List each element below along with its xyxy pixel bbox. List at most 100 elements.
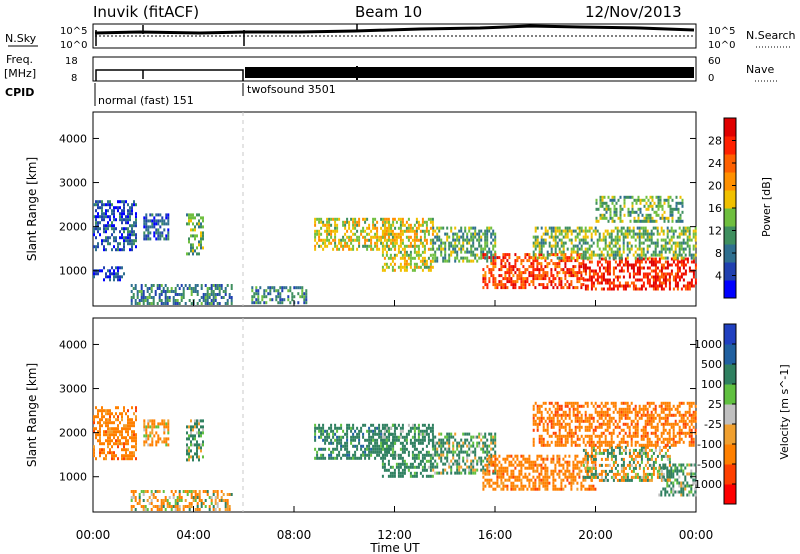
data-cell [224,293,227,296]
data-cell [401,223,404,227]
data-cell [316,217,319,221]
data-cell [340,435,343,439]
data-cell [305,301,308,305]
data-cell [318,244,321,248]
data-cell [484,484,487,488]
data-cell [460,256,463,260]
data-cell [123,203,125,207]
data-cell [674,241,677,245]
data-cell [658,448,661,452]
data-cell [490,250,493,254]
data-cell [115,266,117,270]
data-cell [336,456,339,460]
data-cell [383,238,386,242]
data-cell [161,222,164,226]
data-cell [610,287,613,291]
data-cell [580,256,583,260]
data-cell [97,421,99,425]
data-cell [544,274,547,278]
data-cell [564,226,567,230]
data-cell [618,269,621,273]
data-cell [654,266,657,270]
data-cell [346,220,349,224]
data-cell [370,435,373,439]
data-cell [610,448,613,452]
data-cell [436,441,439,445]
data-cell [364,238,367,242]
data-cell [117,439,119,443]
data-cell [574,274,577,278]
data-cell [434,465,437,469]
data-cell [651,195,654,199]
data-cell [612,448,615,452]
data-cell [658,278,661,282]
data-cell [413,465,416,469]
data-cell [664,256,667,260]
data-cell [688,472,691,476]
data-cell [650,454,653,458]
data-cell [558,271,561,275]
data-cell [192,499,195,502]
data-cell [508,274,511,278]
data-cell [578,472,581,476]
data-cell [504,277,507,281]
data-cell [208,287,211,290]
data-cell [123,424,125,428]
data-cell [628,463,631,467]
data-cell [131,224,133,228]
data-cell [694,229,697,233]
data-cell [186,437,188,441]
data-cell [464,471,467,475]
data-cell [434,453,437,457]
data-cell [113,209,115,213]
data-cell [136,293,139,296]
data-cell [692,235,695,239]
data-cell [448,462,451,466]
data-cell [652,257,655,261]
data-cell [692,275,695,279]
data-cell [316,453,319,457]
data-cell [165,443,168,447]
data-cell [119,230,121,234]
data-cell [632,466,635,470]
data-cell [534,401,537,405]
data-cell [186,287,189,290]
data-cell [644,272,647,276]
data-cell [651,219,654,223]
data-cell [163,428,166,432]
data-cell [668,229,671,233]
data-cell [540,253,543,257]
data-cell [498,466,501,470]
data-cell [133,230,135,234]
data-cell [678,244,681,248]
data-cell [498,475,501,479]
data-cell [99,439,101,443]
data-cell [558,475,561,479]
data-cell [632,284,635,288]
data-cell [381,235,384,239]
data-cell [113,236,115,240]
data-cell [202,225,204,229]
data-cell [147,231,150,235]
data-cell [615,207,618,211]
data-cell [486,469,489,473]
data-cell [540,277,543,281]
data-cell [620,451,623,455]
data-cell [694,266,697,270]
data-cell [322,453,325,457]
data-cell [542,271,545,275]
data-cell [438,235,441,239]
data-cell [646,238,649,242]
data-cell [401,456,404,460]
data-cell [574,271,577,275]
data-cell [101,218,103,222]
data-cell [580,238,583,242]
data-cell [466,250,469,254]
data-cell [103,448,105,452]
data-cell [556,244,559,248]
data-cell [614,475,617,479]
data-cell [686,235,689,239]
data-cell [524,460,527,464]
data-cell [604,463,607,467]
data-cell [257,301,260,305]
